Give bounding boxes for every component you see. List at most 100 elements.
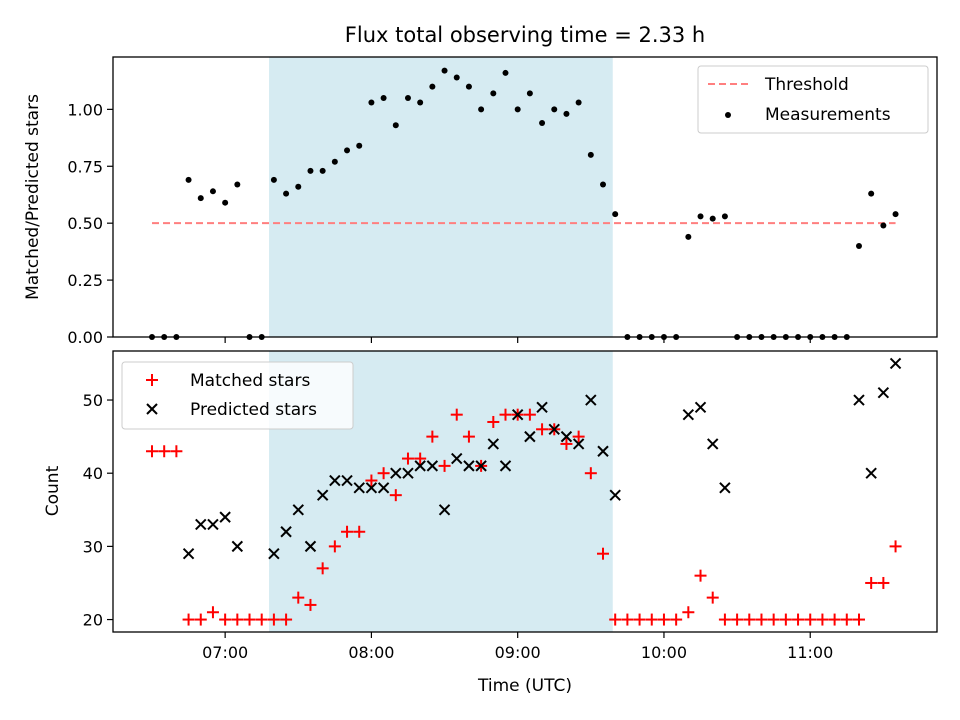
measurement-point xyxy=(868,190,875,197)
bottom-panel-frame xyxy=(112,350,938,633)
measurement-point xyxy=(344,147,351,154)
matched-star-point xyxy=(499,408,512,421)
bottom-legend: Matched stars Predicted stars xyxy=(121,361,354,430)
predicted-star-point xyxy=(524,430,536,443)
matched-star-point xyxy=(633,613,646,626)
measurement-point xyxy=(453,74,460,81)
x-tick-label: 08:00 xyxy=(348,643,394,662)
top-panel-shaded-interval xyxy=(269,57,613,337)
matched-star-point xyxy=(536,423,549,436)
legend-matched-swatch xyxy=(146,374,158,386)
matched-star-point xyxy=(255,613,268,626)
matched-star-point xyxy=(877,576,890,589)
predicted-star-point xyxy=(682,408,695,421)
matched-star-point xyxy=(792,613,805,626)
matched-star-point xyxy=(584,467,597,480)
measurement-point xyxy=(283,190,290,197)
measurement-point xyxy=(855,242,862,249)
predicted-star-point xyxy=(585,394,597,406)
matched-star-point xyxy=(657,613,670,626)
matched-star-point xyxy=(731,613,744,626)
measurement-point xyxy=(404,94,411,101)
matched-star-point xyxy=(353,525,366,538)
measurement-point xyxy=(222,199,229,206)
matched-star-point xyxy=(292,591,305,604)
matched-star-point xyxy=(804,613,817,626)
matched-star-point xyxy=(597,547,610,560)
matched-star-point xyxy=(779,613,792,626)
measurement-point xyxy=(307,167,314,174)
predicted-star-point xyxy=(377,482,390,494)
matched-star-point xyxy=(341,525,354,538)
matched-star-point xyxy=(694,569,707,582)
predicted-star-point xyxy=(451,452,463,465)
predicted-star-point xyxy=(414,460,426,472)
predicted-star-point xyxy=(316,489,329,501)
legend-predicted-label: Predicted stars xyxy=(190,400,317,420)
predicted-star-point xyxy=(865,467,877,479)
predicted-star-point xyxy=(511,408,524,421)
matched-star-point xyxy=(523,408,536,421)
matched-star-point xyxy=(462,430,475,443)
predicted-star-point xyxy=(182,547,195,560)
measurement-point xyxy=(697,213,704,220)
top-panel: 0.00 0.25 0.50 0.75 1.00 Matched/Predicted s… xyxy=(23,56,938,347)
top-y-tick-label: 1.00 xyxy=(67,100,103,119)
measurement-point xyxy=(380,94,387,101)
bottom-y-tick-label: 20 xyxy=(83,611,103,630)
measurement-point xyxy=(892,211,899,218)
predicted-star-point xyxy=(304,540,317,553)
bottom-y-tick-label: 40 xyxy=(83,464,103,483)
measurement-point xyxy=(392,122,399,129)
matched-star-point xyxy=(840,613,853,626)
matched-star-point xyxy=(170,445,183,458)
matched-star-point xyxy=(560,437,573,450)
predicted-star-point xyxy=(889,357,902,370)
top-legend-box xyxy=(697,65,929,134)
top-y-tick-label: 0.25 xyxy=(67,271,103,290)
bottom-y-axis-label: Count xyxy=(43,465,63,516)
x-tick-label: 07:00 xyxy=(202,643,248,662)
predicted-star-point xyxy=(548,423,560,436)
matched-star-point xyxy=(645,613,658,626)
matched-star-point xyxy=(767,613,780,626)
measurement-point xyxy=(478,106,485,113)
x-axis-label: Time (UTC) xyxy=(477,676,572,696)
predicted-star-point xyxy=(475,460,487,472)
predicted-star-point xyxy=(499,460,512,472)
matched-star-point xyxy=(206,606,219,619)
matched-star-point xyxy=(316,562,329,575)
predicted-star-point xyxy=(560,430,573,443)
matched-star-point xyxy=(743,613,756,626)
measurement-point xyxy=(234,181,241,188)
matched-star-point xyxy=(609,613,622,626)
measurement-point xyxy=(612,211,619,218)
matched-star-point xyxy=(365,474,378,487)
measurement-point xyxy=(441,67,448,74)
matched-star-point xyxy=(572,430,585,443)
measurement-point xyxy=(685,233,692,240)
measurement-point xyxy=(368,99,375,106)
measurement-point xyxy=(600,181,607,188)
matched-star-point xyxy=(389,489,402,502)
matched-star-point xyxy=(487,415,500,428)
measurement-point xyxy=(539,120,546,127)
matched-star-point xyxy=(414,452,427,465)
predicted-star-point xyxy=(207,518,219,531)
predicted-star-point xyxy=(329,474,341,487)
predicted-star-point xyxy=(292,504,304,516)
measurement-point xyxy=(331,158,338,165)
legend-threshold-label: Threshold xyxy=(764,75,849,95)
matched-star-point xyxy=(194,613,207,626)
top-legend: Threshold Measurements xyxy=(697,65,929,134)
predicted-star-point xyxy=(719,482,731,494)
matched-star-point xyxy=(182,613,195,626)
predicted-star-point xyxy=(609,489,621,501)
predicted-star-point xyxy=(353,482,365,494)
x-tick-label: 10:00 xyxy=(641,643,687,662)
matched-star-point xyxy=(267,613,280,626)
predicted-star-point xyxy=(572,438,585,450)
predicted-star-point xyxy=(268,547,280,560)
matched-star-point xyxy=(670,613,683,626)
